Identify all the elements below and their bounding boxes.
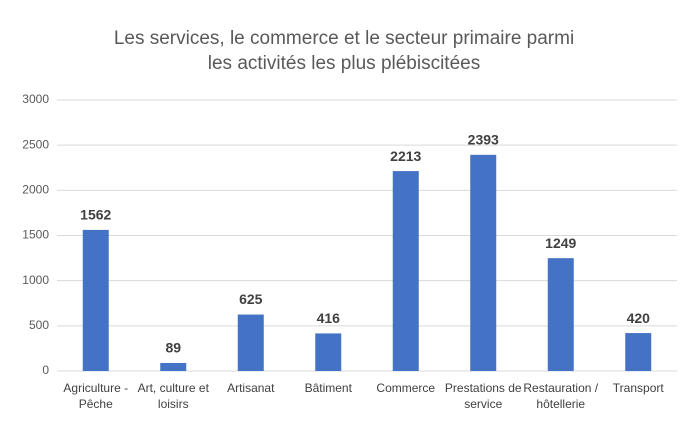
y-tick-label: 2000 [22, 183, 49, 197]
value-label: 416 [317, 310, 341, 326]
value-label: 2213 [390, 148, 421, 164]
x-tick-label: Art, culture et loisirs [137, 381, 209, 411]
bar [470, 154, 497, 371]
value-label: 1562 [80, 207, 111, 223]
bar [625, 333, 652, 371]
value-label: 625 [239, 291, 263, 307]
bar [237, 314, 264, 371]
bar [82, 229, 109, 371]
x-tick-label: Prestations de service [444, 381, 522, 411]
y-tick-label: 0 [42, 363, 49, 377]
x-tick-label: Bâtiment [304, 381, 352, 395]
chart-title: Les services, le commerce et le secteur … [113, 28, 575, 74]
bar [547, 258, 574, 371]
value-label: 2393 [468, 132, 499, 148]
y-tick-label: 1000 [22, 273, 49, 287]
bar [160, 362, 187, 371]
bar [392, 171, 419, 371]
bar [315, 333, 342, 371]
value-label: 89 [165, 340, 181, 356]
y-tick-label: 3000 [22, 92, 49, 106]
y-tick-label: 1500 [22, 228, 49, 242]
value-label: 1249 [545, 235, 576, 251]
value-label: 420 [627, 310, 651, 326]
x-tick-label: Restauration / hôtellerie [523, 381, 599, 411]
x-tick-label: Artisanat [227, 381, 275, 395]
x-tick-label: Commerce [376, 381, 436, 395]
y-tick-label: 500 [29, 318, 49, 332]
x-tick-label: Agriculture - Pêche [63, 381, 129, 411]
y-tick-label: 2500 [22, 137, 49, 151]
x-tick-label: Transport [612, 381, 664, 395]
